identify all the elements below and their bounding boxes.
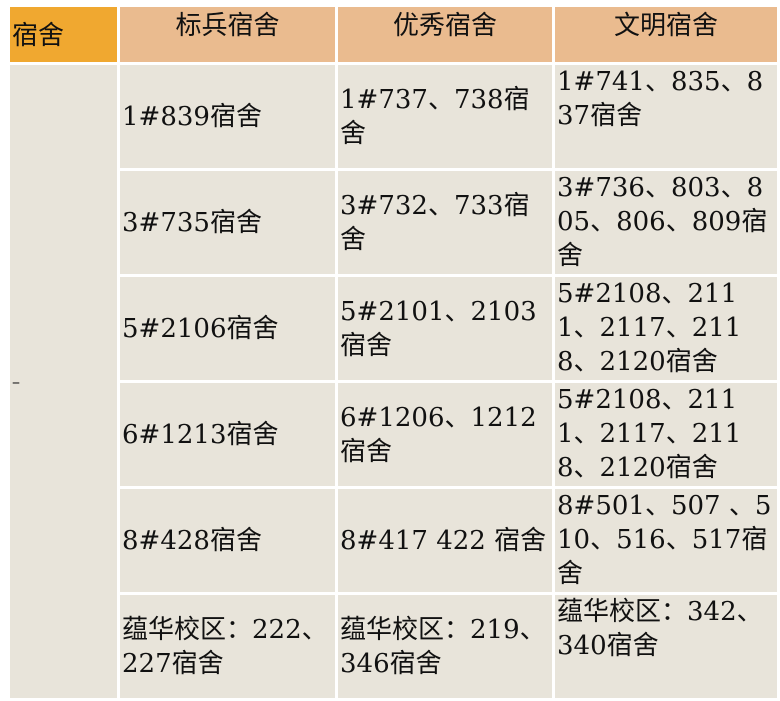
cell-model: 5#2106宿舍 bbox=[117, 274, 338, 383]
cell-model: 8#428宿舍 bbox=[117, 486, 338, 595]
cell-excellent: 蕴华校区：219、346宿舍 bbox=[335, 592, 555, 701]
cell-civilized: 3#736、803、805、806、809宿舍 bbox=[552, 168, 780, 277]
cell-excellent: 8#417 422 宿舍 bbox=[335, 486, 555, 595]
table-row: 蕴华校区：222、227宿舍 蕴华校区：219、346宿舍 蕴华校区：342、3… bbox=[9, 592, 780, 701]
table-row: 8#428宿舍 8#417 422 宿舍 8#501、507 、510、516、… bbox=[9, 486, 780, 595]
header-civilized-dormitory: 文明宿舍 bbox=[552, 4, 780, 65]
cell-model: 3#735宿舍 bbox=[117, 168, 338, 277]
header-model-dormitory: 标兵宿舍 bbox=[117, 4, 338, 65]
table-row: 5#2106宿舍 5#2101、2103宿舍 5#2108、2111、2117、… bbox=[9, 274, 780, 383]
side-label: – bbox=[7, 62, 120, 701]
cell-civilized: 1#741、835、837宿舍 bbox=[552, 62, 780, 171]
cell-civilized: 5#2108、2111、2117、2118、2120宿舍 bbox=[552, 274, 780, 383]
cell-model: 1#839宿舍 bbox=[117, 62, 338, 171]
table-row: 3#735宿舍 3#732、733宿舍 3#736、803、805、806、80… bbox=[9, 168, 780, 277]
dormitory-awards-table: 宿舍 标兵宿舍 优秀宿舍 文明宿舍 – 1#839宿舍 1#737、738宿舍 … bbox=[7, 4, 780, 701]
header-row: 宿舍 标兵宿舍 优秀宿舍 文明宿舍 bbox=[7, 4, 780, 65]
cell-excellent: 1#737、738宿舍 bbox=[335, 62, 555, 171]
cell-civilized: 5#2108、2111、2117、2118、2120宿舍 bbox=[552, 380, 780, 489]
cell-model: 6#1213宿舍 bbox=[117, 380, 338, 489]
cell-excellent: 6#1206、1212宿舍 bbox=[335, 380, 555, 489]
cell-civilized: 蕴华校区：342、340宿舍 bbox=[552, 592, 780, 701]
cell-civilized: 8#501、507 、510、516、517宿舍 bbox=[552, 486, 780, 595]
cell-model: 蕴华校区：222、227宿舍 bbox=[117, 592, 338, 701]
cell-excellent: 3#732、733宿舍 bbox=[335, 168, 555, 277]
table-row: – 1#839宿舍 1#737、738宿舍 1#741、835、837宿舍 bbox=[7, 62, 780, 701]
header-excellent-dormitory: 优秀宿舍 bbox=[335, 4, 555, 65]
header-dormitory: 宿舍 bbox=[7, 4, 120, 65]
table-row: 6#1213宿舍 6#1206、1212宿舍 5#2108、2111、2117、… bbox=[9, 380, 780, 489]
cell-excellent: 5#2101、2103宿舍 bbox=[335, 274, 555, 383]
